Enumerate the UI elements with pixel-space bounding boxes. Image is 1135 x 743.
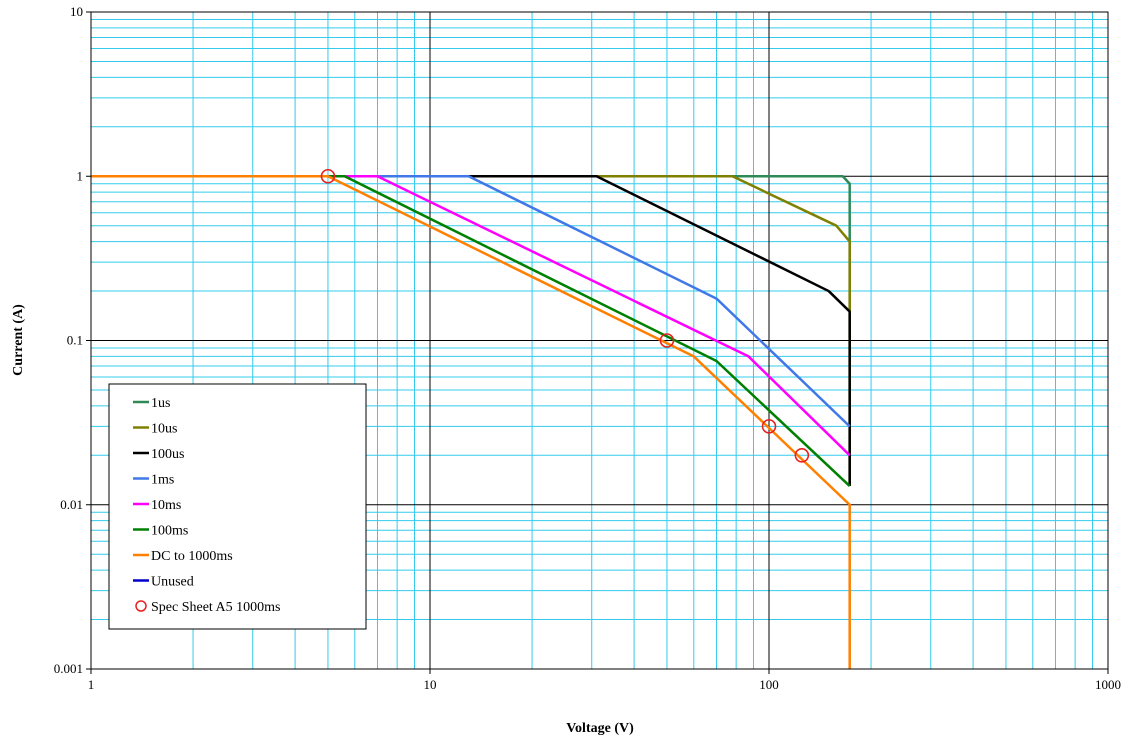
legend-label: 1us (151, 396, 170, 411)
legend-label: 1ms (151, 473, 174, 488)
y-tick-label: 0.1 (67, 333, 83, 348)
x-tick-label: 100 (759, 677, 779, 692)
spec-sheet-marker (320, 168, 336, 184)
x-tick-label: 10 (424, 677, 437, 692)
y-axis-ticks: 0.001 0.01 0.1 1 10 (54, 4, 91, 676)
legend-label: DC to 1000ms (151, 549, 233, 564)
spec-sheet-marker (659, 333, 675, 348)
spec-sheet-marker (761, 419, 777, 434)
x-tick-label: 1000 (1095, 677, 1121, 692)
y-tick-label: 10 (70, 4, 83, 19)
y-axis-title: Current (A) (11, 304, 26, 376)
legend-label: 10us (151, 422, 177, 437)
series-layer (91, 175, 851, 669)
y-tick-label: 0.001 (54, 661, 83, 676)
x-axis-ticks: 1 10 100 1000 (88, 669, 1121, 692)
legend-label: Unused (151, 575, 194, 590)
legend-marker-swatch (135, 600, 147, 612)
x-axis-title: Voltage (V) (566, 721, 634, 736)
legend-box (108, 383, 367, 630)
legend-label: Spec Sheet A5 1000ms (151, 600, 281, 615)
series-line-dc-to-1000ms (91, 175, 851, 669)
y-tick-label: 1 (77, 168, 84, 183)
legend-label: 10ms (151, 498, 181, 513)
legend-label: 100ms (151, 524, 188, 539)
legend: 1us 10us 100us 1ms 10ms 100ms DC to 1000ms Unus… (108, 383, 367, 630)
y-tick-label: 0.01 (60, 497, 83, 512)
spec-sheet-marker (794, 448, 810, 463)
marker-layer (320, 168, 810, 463)
legend-label: 100us (151, 447, 184, 462)
x-tick-label: 1 (88, 677, 95, 692)
